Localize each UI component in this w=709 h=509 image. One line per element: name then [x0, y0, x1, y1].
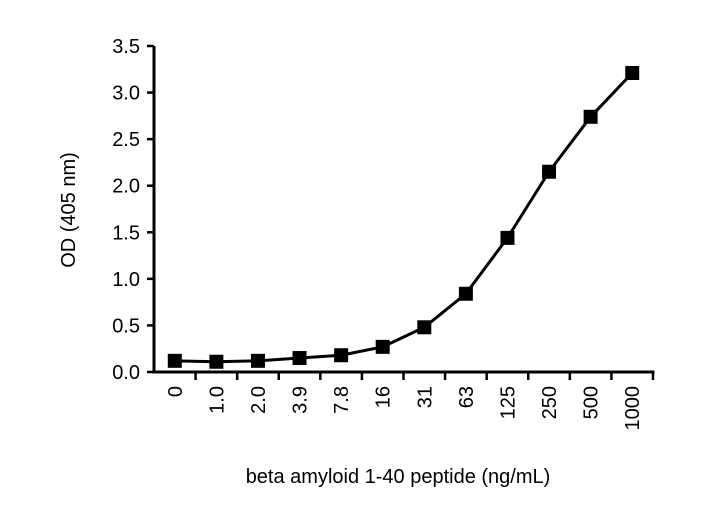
x-tick-label: 125 [497, 386, 519, 419]
data-point [500, 230, 515, 245]
x-tick-label: 250 [539, 386, 561, 419]
data-point [209, 354, 224, 369]
x-tick-label: 16 [373, 386, 395, 408]
y-tick-label: 3.0 [112, 83, 140, 105]
data-point [375, 339, 390, 354]
x-tick-label: 0 [165, 386, 187, 397]
y-ticks: 0.0 0.5 1.0 1.5 2.0 2.5 3.0 3.5 [112, 36, 154, 384]
x-tick-label: 3.9 [290, 386, 312, 414]
data-point [542, 164, 557, 179]
y-tick-label: 3.5 [112, 36, 140, 58]
data-point [583, 109, 598, 124]
x-tick-label: 1.0 [206, 386, 228, 414]
series-line [174, 71, 634, 364]
y-tick-label: 1.5 [112, 222, 140, 244]
x-tick-label: 2.0 [248, 386, 270, 414]
y-tick-label: 0.5 [112, 315, 140, 337]
y-tick-label: 2.5 [112, 129, 140, 151]
x-ticks: 0 1.0 2.0 3.9 7.8 16 31 63 125 250 500 1000 [165, 372, 655, 431]
y-tick-label: 2.0 [112, 176, 140, 198]
data-point [167, 353, 182, 368]
y-axis-label: OD (405 nm) [58, 152, 80, 268]
data-point [334, 348, 349, 363]
x-tick-label: 7.8 [331, 386, 353, 414]
y-tick-label: 0.0 [112, 362, 140, 384]
data-point [250, 353, 265, 368]
data-point [625, 66, 640, 81]
x-axis-label: beta amyloid 1-40 peptide (ng/mL) [246, 466, 551, 488]
data-point [458, 286, 473, 301]
x-tick-label: 1000 [622, 386, 644, 431]
data-point [417, 320, 432, 335]
axes [152, 46, 655, 374]
y-tick-label: 1.0 [112, 269, 140, 291]
x-tick-label: 500 [581, 386, 603, 419]
x-tick-label: 63 [456, 386, 478, 408]
x-tick-label: 31 [414, 386, 436, 408]
series [167, 66, 640, 369]
data-point [292, 351, 307, 366]
